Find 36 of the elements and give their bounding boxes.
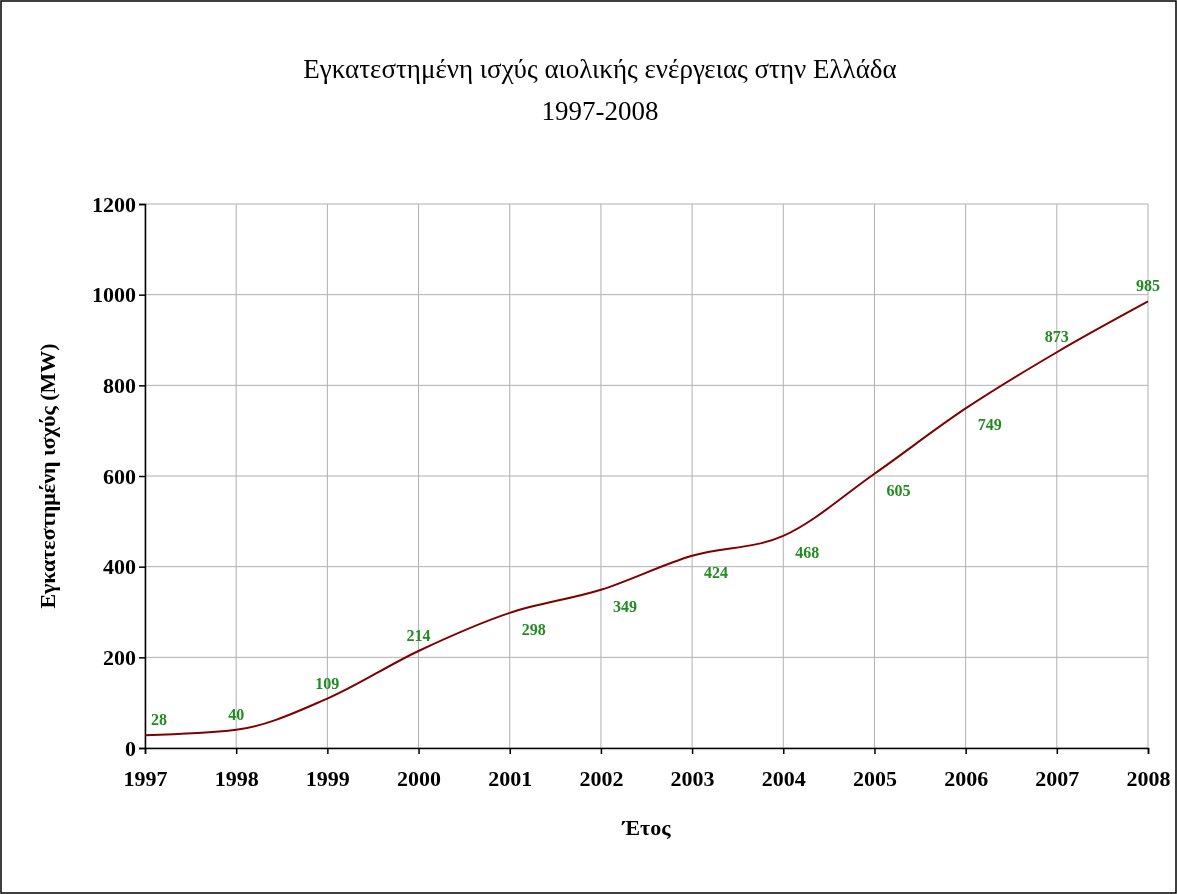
x-tick-label: 2002 [579, 765, 624, 791]
data-label: 109 [315, 674, 340, 692]
x-tick-label: 2004 [761, 765, 806, 791]
line-series [144, 300, 1149, 737]
data-label: 214 [406, 626, 431, 644]
data-label: 40 [228, 705, 245, 723]
y-axis-title: Εγκατεστημένη ισχύς (MW) [35, 343, 60, 609]
data-label: 985 [1136, 277, 1160, 295]
x-axis-title: Έτος [621, 815, 672, 840]
data-label: 468 [795, 543, 820, 561]
data-label: 28 [151, 711, 167, 729]
x-tick-label: 2008 [1126, 765, 1171, 791]
x-tick-label: 1999 [305, 765, 350, 791]
y-tick-label: 400 [103, 554, 136, 580]
x-tick-label: 2001 [488, 765, 533, 791]
y-tick-label: 200 [103, 644, 136, 670]
x-tick-label: 2007 [1035, 765, 1080, 791]
chart-subtitle: 1997-2008 [541, 96, 659, 126]
y-tick-label: 600 [103, 463, 136, 489]
data-label: 298 [521, 620, 546, 638]
x-tick-label: 1997 [123, 765, 168, 791]
data-label: 424 [704, 563, 729, 581]
x-tick-label: 2005 [852, 765, 897, 791]
data-label: 873 [1044, 328, 1069, 346]
y-tick-label: 1000 [92, 282, 136, 308]
x-tick-label: 2006 [944, 765, 989, 791]
y-tick-label: 1200 [92, 191, 136, 217]
x-tick-label: 2000 [397, 765, 442, 791]
x-tick-label: 1998 [214, 765, 259, 791]
y-tick-label: 0 [125, 735, 136, 761]
y-tick-label: 800 [103, 372, 136, 398]
data-label: 349 [612, 597, 637, 615]
data-label: 605 [886, 481, 911, 499]
data-label: 749 [977, 416, 1002, 434]
chart-title: Εγκατεστημένη ισχύς αιολικής ενέργειας στην Ελλάδα [303, 54, 897, 84]
x-tick-label: 2003 [670, 765, 715, 791]
